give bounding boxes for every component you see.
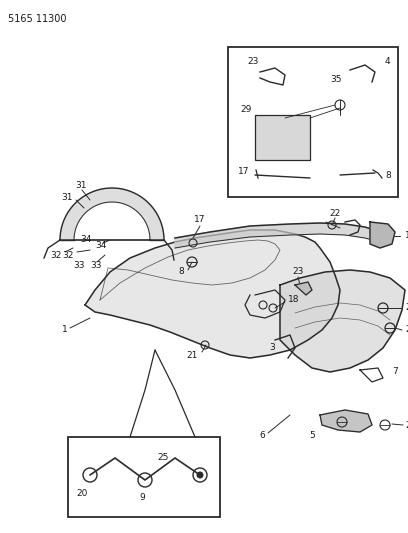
Text: 29: 29 xyxy=(405,303,408,312)
Text: 32: 32 xyxy=(51,251,62,260)
Polygon shape xyxy=(280,270,405,372)
Text: 34: 34 xyxy=(95,240,106,249)
Text: 29: 29 xyxy=(240,106,251,115)
Text: 23: 23 xyxy=(247,58,258,67)
Text: 11: 11 xyxy=(405,231,408,240)
Text: 8: 8 xyxy=(385,171,391,180)
Text: 1: 1 xyxy=(62,326,68,335)
Bar xyxy=(68,437,220,517)
Text: 32: 32 xyxy=(62,251,73,260)
Text: 6: 6 xyxy=(259,431,265,440)
Text: 18: 18 xyxy=(288,295,299,304)
Text: 25: 25 xyxy=(157,454,169,463)
Bar xyxy=(228,47,398,197)
Text: 9: 9 xyxy=(139,492,145,502)
Text: 5: 5 xyxy=(309,431,315,440)
Circle shape xyxy=(197,472,203,478)
Text: 4: 4 xyxy=(385,58,390,67)
Polygon shape xyxy=(175,223,380,248)
Polygon shape xyxy=(370,222,395,248)
Polygon shape xyxy=(320,410,372,432)
Text: 8: 8 xyxy=(178,268,184,277)
Polygon shape xyxy=(60,188,164,240)
Polygon shape xyxy=(85,230,340,358)
Text: 7: 7 xyxy=(392,367,398,376)
Text: 17: 17 xyxy=(194,215,206,224)
Text: 23: 23 xyxy=(292,268,304,277)
Text: 31: 31 xyxy=(62,193,73,203)
Text: 33: 33 xyxy=(73,261,85,270)
Text: 31: 31 xyxy=(75,181,86,190)
Text: 28: 28 xyxy=(405,421,408,430)
Text: 34: 34 xyxy=(81,236,92,245)
Text: 35: 35 xyxy=(330,76,341,85)
Text: 21: 21 xyxy=(186,351,198,360)
Polygon shape xyxy=(295,282,312,295)
Text: 3: 3 xyxy=(269,343,275,352)
Text: 17: 17 xyxy=(238,167,250,176)
Text: 27: 27 xyxy=(405,326,408,335)
Text: 22: 22 xyxy=(329,208,341,217)
Bar xyxy=(255,115,310,160)
Text: 5165 11300: 5165 11300 xyxy=(8,14,67,24)
Text: 20: 20 xyxy=(76,489,88,497)
Text: 33: 33 xyxy=(90,261,102,270)
